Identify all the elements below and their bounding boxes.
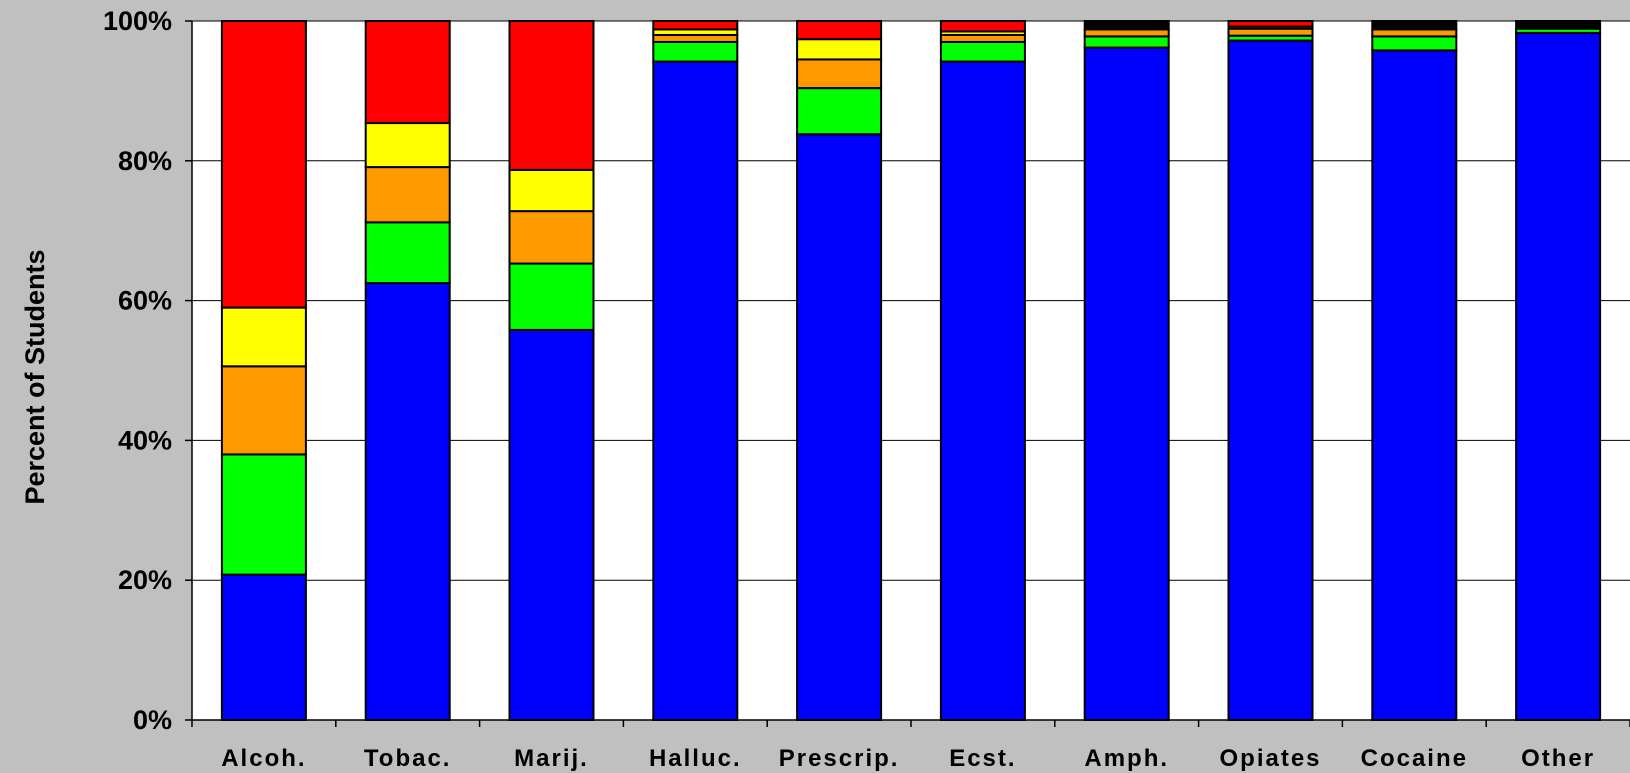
- bars: [220, 20, 1602, 722]
- bar-segment: [364, 221, 451, 285]
- bar-stack: [1515, 20, 1602, 722]
- bar-segment: [939, 60, 1026, 722]
- bar-segment: [508, 168, 595, 213]
- bar-segment: [1371, 28, 1458, 38]
- bar-segment: [220, 453, 307, 576]
- x-category-label: Amph.: [1084, 745, 1169, 772]
- bar-stack: [1227, 20, 1314, 721]
- y-tick-label: 0%: [133, 705, 172, 735]
- bar-segment: [508, 328, 595, 721]
- bar-segment: [1371, 20, 1458, 31]
- bar-segment: [1371, 49, 1458, 722]
- x-category-label: Tobac.: [364, 745, 452, 772]
- bar-segment: [939, 33, 1026, 43]
- bar-stack: [220, 20, 307, 721]
- bar-segment: [939, 20, 1026, 33]
- y-tick-labels: 0% 20% 40% 60% 80% 100%: [103, 6, 172, 735]
- bar-segment: [220, 306, 307, 368]
- bar-segment: [1083, 46, 1170, 721]
- bar-segment: [796, 133, 883, 722]
- bar-segment: [939, 40, 1026, 63]
- bar-segment: [220, 20, 307, 309]
- bar-stack: [1083, 20, 1170, 721]
- bar-segment: [1227, 39, 1314, 721]
- bar-segment: [1227, 27, 1314, 37]
- bar-stack: [1371, 20, 1458, 722]
- bar-segment: [1515, 20, 1602, 30]
- bar-segment: [1227, 20, 1314, 28]
- y-axis-title: Percent of Students: [20, 249, 50, 504]
- bar-segment: [796, 38, 883, 61]
- bar-segment: [508, 20, 595, 171]
- bar-segment: [652, 60, 739, 722]
- bar-segment: [364, 122, 451, 169]
- bar-segment: [796, 20, 883, 41]
- bar-segment: [652, 33, 739, 43]
- bar-segment: [364, 166, 451, 224]
- y-tick-label: 20%: [118, 565, 172, 595]
- y-tick-label: 80%: [118, 146, 172, 176]
- bar-stack: [364, 20, 451, 721]
- bar-segment: [1515, 31, 1602, 722]
- bar-segment: [508, 210, 595, 265]
- x-category-label: Opiates: [1219, 745, 1321, 772]
- bar-segment: [796, 58, 883, 90]
- y-tick-label: 60%: [118, 286, 172, 316]
- bar-segment: [652, 40, 739, 63]
- x-category-label: Alcoh.: [221, 745, 306, 772]
- bar-segment: [220, 365, 307, 456]
- bar-stack: [796, 20, 883, 722]
- bar-segment: [220, 573, 307, 721]
- x-category-label: Prescrip.: [779, 745, 900, 772]
- bar-segment: [364, 282, 451, 721]
- x-category-label: Other: [1521, 745, 1595, 772]
- bar-segment: [364, 20, 451, 125]
- axes: [185, 20, 1630, 727]
- bar-segment: [1371, 35, 1458, 52]
- x-category-label: Ecst.: [949, 745, 1016, 772]
- bar-segment: [796, 87, 883, 136]
- bar-stack: [652, 20, 739, 722]
- x-category-label: Halluc.: [649, 745, 742, 772]
- bar-segment: [1083, 28, 1170, 38]
- x-category-label: Marij.: [514, 745, 589, 772]
- bar-stack: [508, 20, 595, 721]
- bar-segment: [1083, 35, 1170, 49]
- bar-segment: [1083, 20, 1170, 31]
- x-category-label: Cocaine: [1361, 745, 1468, 772]
- y-tick-label: 40%: [118, 425, 172, 455]
- bar-segment: [652, 20, 739, 31]
- bar-stack: [939, 20, 1026, 722]
- x-category-labels: Alcoh. Tobac. Marij. Halluc. Prescrip. Ecst. A…: [221, 745, 1595, 772]
- y-tick-label: 100%: [103, 6, 172, 36]
- bar-segment: [508, 262, 595, 331]
